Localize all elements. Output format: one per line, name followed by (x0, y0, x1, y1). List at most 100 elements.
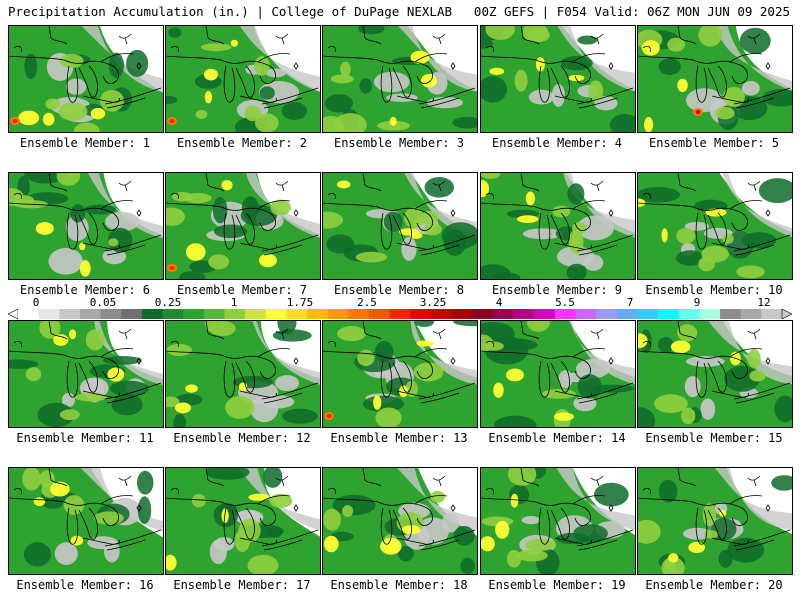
colorbar-swatch (616, 309, 638, 319)
ensemble-member-map (165, 25, 321, 133)
precip-field (481, 173, 635, 279)
colorbar-swatch (472, 309, 494, 319)
colorbar-swatch (430, 309, 452, 319)
ensemble-member-label: Ensemble Member: 16 (16, 578, 154, 592)
ensemble-member-map (322, 320, 478, 428)
ensemble-member-map (165, 467, 321, 575)
colorbar-min-arrow (8, 309, 19, 319)
colorbar-swatch (286, 309, 308, 319)
colorbar-tick-label: 9 (693, 296, 701, 309)
precip-field (638, 26, 792, 132)
ensemble-member-map (322, 467, 478, 575)
precip-field (9, 321, 163, 427)
colorbar-swatch (720, 309, 742, 319)
ensemble-member-map (637, 172, 793, 280)
colorbar-tick-label: 0.05 (89, 296, 117, 309)
ensemble-member-label: Ensemble Member: 7 (176, 283, 308, 297)
colorbar-tick-label: 0.25 (154, 296, 182, 309)
colorbar-swatch (141, 309, 163, 319)
colorbar-swatch (100, 309, 122, 319)
ensemble-member-map (8, 172, 164, 280)
ensemble-member-label: Ensemble Member: 9 (491, 283, 623, 297)
ensemble-member-label: Ensemble Member: 4 (491, 136, 623, 150)
ensemble-member-label: Ensemble Member: 17 (173, 578, 311, 592)
ensemble-member-map (480, 467, 636, 575)
colorbar-swatch (513, 309, 535, 319)
ensemble-member-label: Ensemble Member: 11 (16, 431, 154, 445)
ensemble-member-label: Ensemble Member: 14 (488, 431, 626, 445)
ensemble-member-map (8, 467, 164, 575)
colorbar-tick-label: 3.25 (419, 296, 447, 309)
ensemble-member-label: Ensemble Member: 20 (645, 578, 783, 592)
ensemble-member-map (322, 25, 478, 133)
colorbar-swatch (18, 309, 39, 319)
colorbar-swatch (451, 309, 473, 319)
ensemble-member-map (480, 320, 636, 428)
precip-field (323, 321, 477, 427)
colorbar-swatch (79, 309, 101, 319)
precip-field (481, 26, 635, 132)
colorbar-swatch (678, 309, 700, 319)
colorbar-tick-label: 2.5 (357, 296, 377, 309)
ensemble-member-map (637, 320, 793, 428)
ensemble-member-label: Ensemble Member: 13 (330, 431, 468, 445)
ensemble-member-map (322, 172, 478, 280)
colorbar-tick-label: 12 (757, 296, 771, 309)
ensemble-member-label: Ensemble Member: 18 (330, 578, 468, 592)
colorbar-swatch (389, 309, 411, 319)
colorbar-swatch (658, 309, 680, 319)
colorbar-swatch (307, 309, 329, 319)
ensemble-member-map (480, 25, 636, 133)
colorbar-swatch (740, 309, 762, 319)
ensemble-member-label: Ensemble Member: 5 (648, 136, 780, 150)
colorbar-swatch (327, 309, 349, 319)
colorbar-swatch (245, 309, 267, 319)
colorbar-swatch (162, 309, 184, 319)
precipitation-colorbar (8, 309, 792, 319)
colorbar-swatch (224, 309, 246, 319)
colorbar-swatch (596, 309, 618, 319)
ensemble-member-map (637, 467, 793, 575)
ensemble-member-map (165, 320, 321, 428)
precip-field (9, 173, 163, 279)
ensemble-member-map (8, 320, 164, 428)
ensemble-member-map (637, 25, 793, 133)
precip-field (638, 468, 792, 574)
precip-field (638, 173, 792, 279)
colorbar-tick-label: 5.5 (555, 296, 575, 309)
ensemble-member-map (8, 25, 164, 133)
ensemble-member-label: Ensemble Member: 2 (176, 136, 308, 150)
colorbar-swatch (492, 309, 514, 319)
ensemble-member-label: Ensemble Member: 19 (488, 578, 626, 592)
colorbar-tick-label: 4 (495, 296, 503, 309)
colorbar-swatch (761, 309, 783, 319)
colorbar-max-arrow (781, 309, 792, 319)
colorbar-swatch (534, 309, 556, 319)
colorbar-swatch (38, 309, 60, 319)
colorbar-swatch (699, 309, 721, 319)
ensemble-member-label: Ensemble Member: 12 (173, 431, 311, 445)
precip-field (9, 26, 163, 132)
colorbar-swatch (203, 309, 225, 319)
precip-field (323, 173, 477, 279)
ensemble-member-label: Ensemble Member: 10 (645, 283, 783, 297)
ensemble-member-label: Ensemble Member: 1 (19, 136, 151, 150)
colorbar-tick-label: 1 (230, 296, 238, 309)
colorbar-swatch (410, 309, 432, 319)
ensemble-member-map (165, 172, 321, 280)
precip-field (166, 26, 320, 132)
precip-field (323, 26, 477, 132)
colorbar-swatch (183, 309, 205, 319)
precip-field (166, 321, 320, 427)
precip-field (323, 468, 477, 574)
colorbar-swatch (121, 309, 143, 319)
colorbar-swatch (637, 309, 659, 319)
colorbar-tick-label: 7 (626, 296, 634, 309)
colorbar-swatch (265, 309, 287, 319)
colorbar-swatch (554, 309, 576, 319)
colorbar-tick-label: 0 (32, 296, 40, 309)
colorbar-swatch (348, 309, 370, 319)
ensemble-member-label: Ensemble Member: 8 (333, 283, 465, 297)
precip-field (166, 173, 320, 279)
precip-field (9, 468, 163, 574)
